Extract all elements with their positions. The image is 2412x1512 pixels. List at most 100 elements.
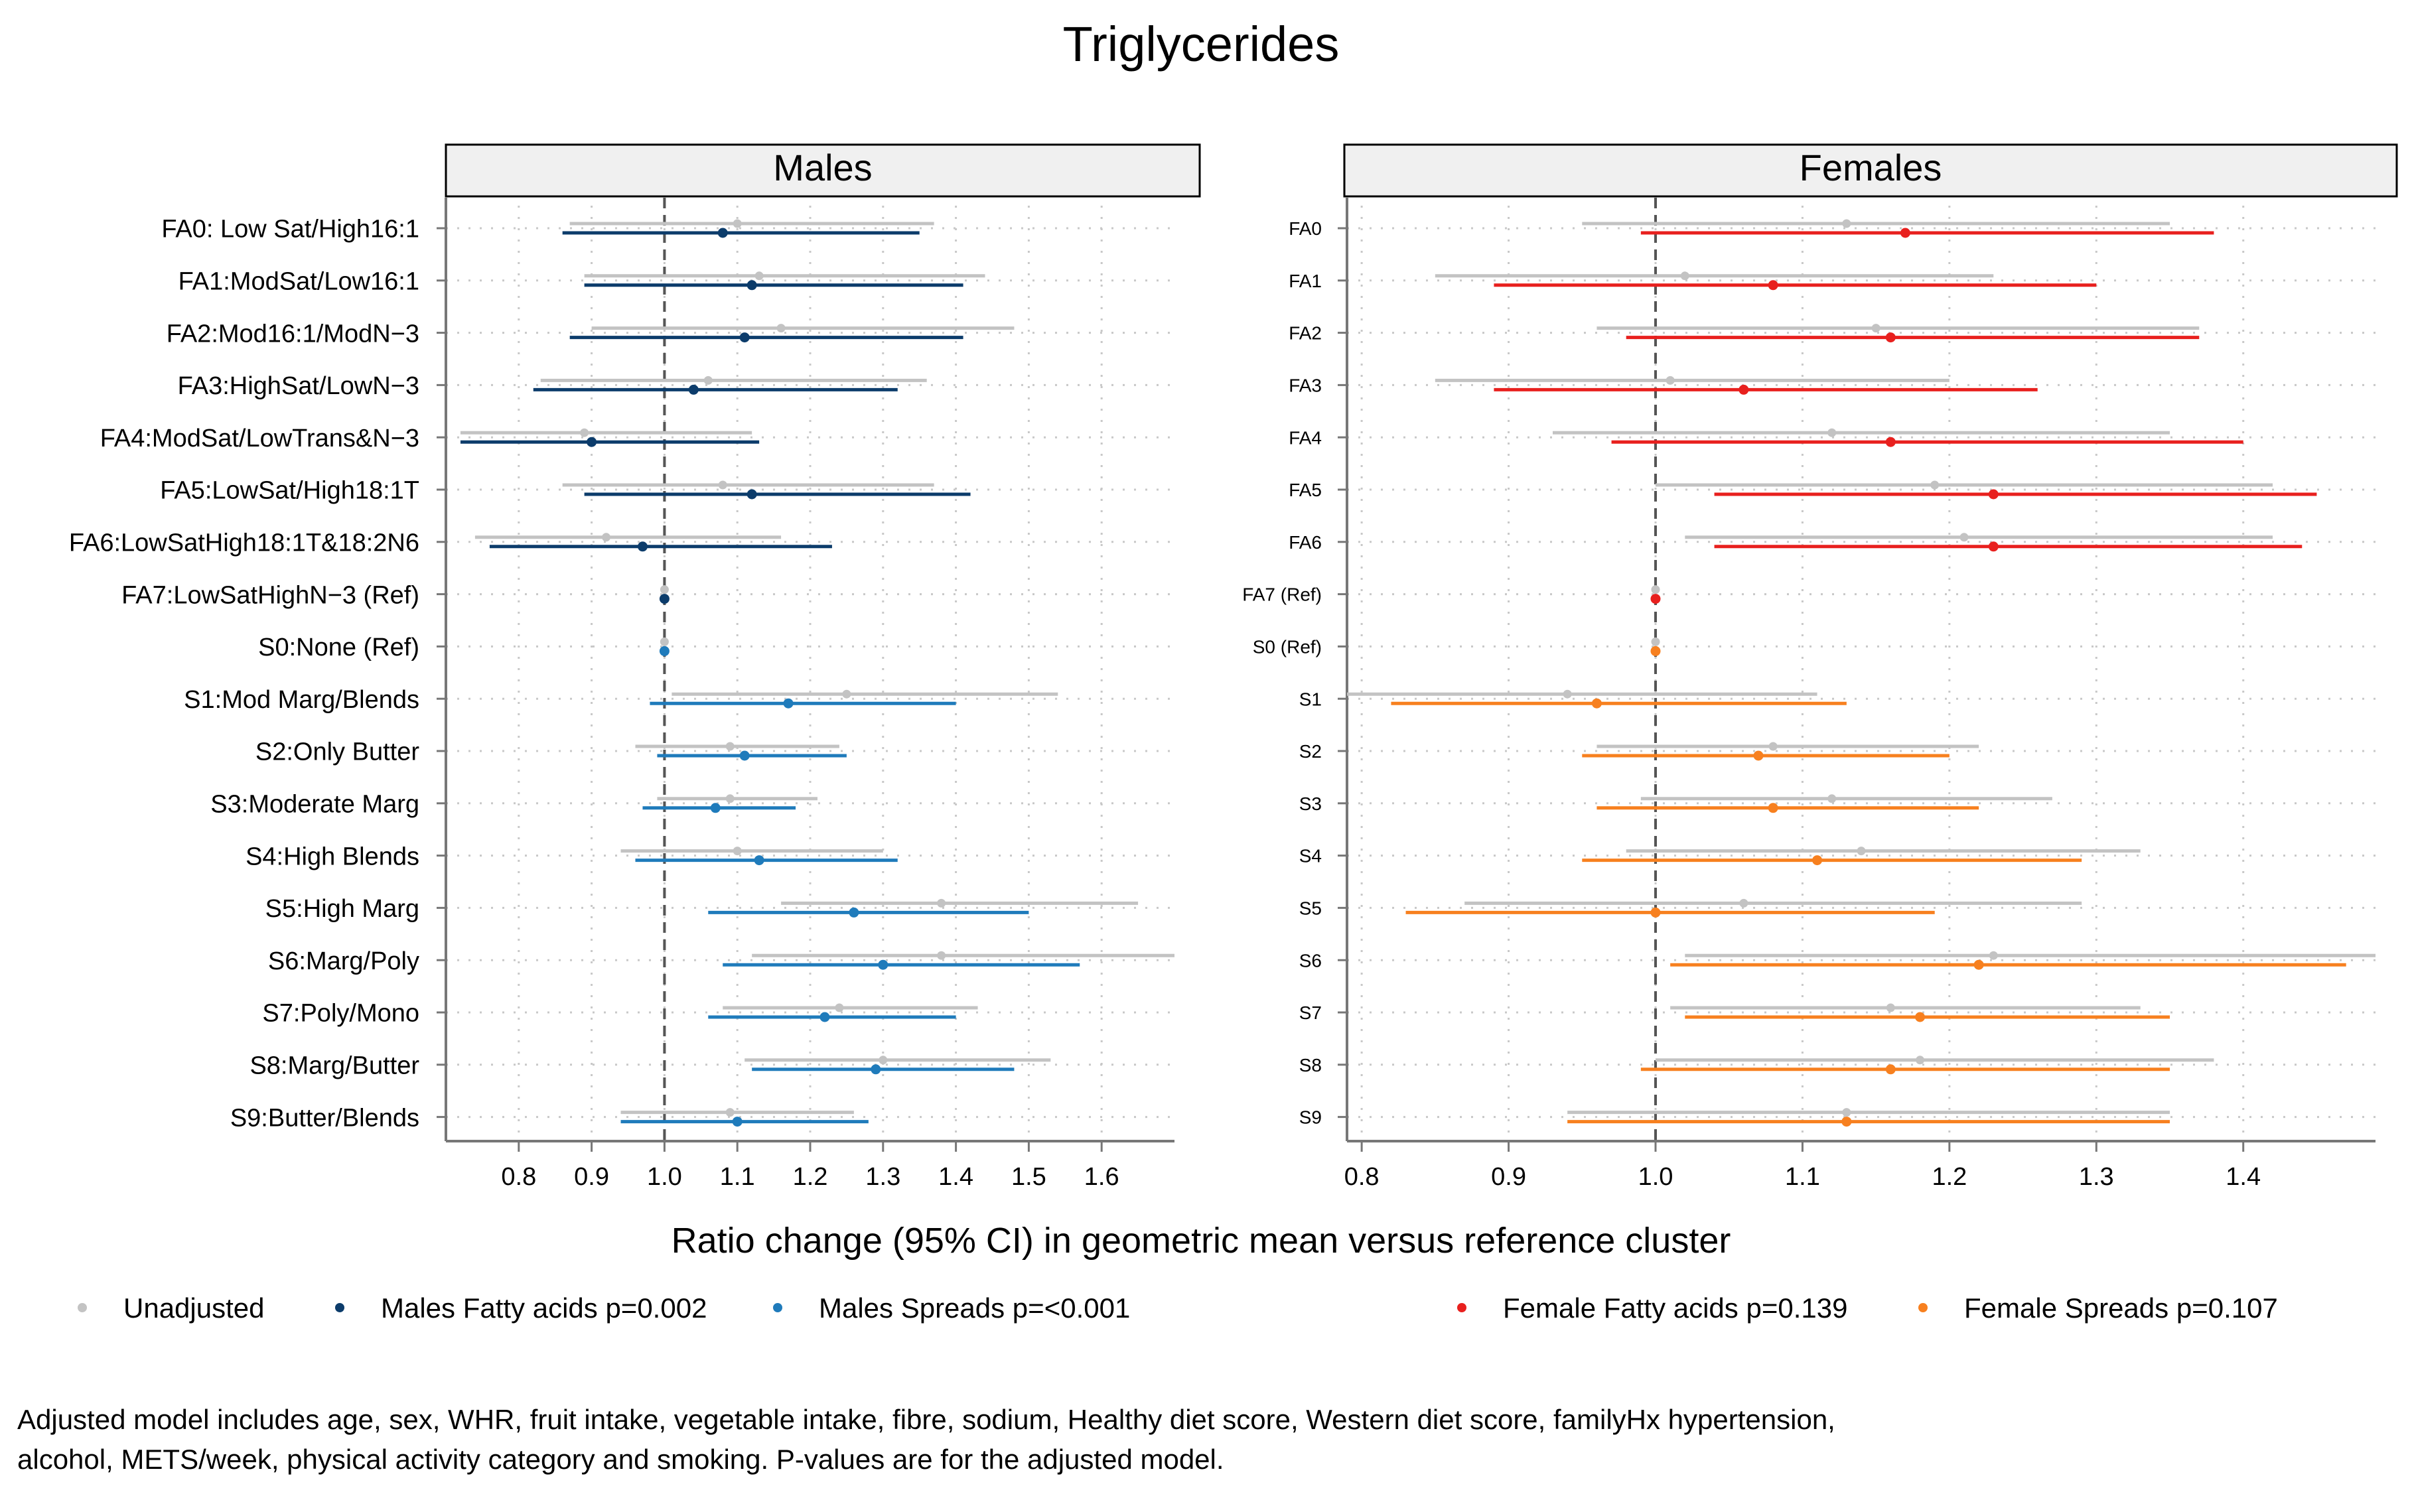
- adjusted-point: [1753, 750, 1764, 761]
- x-tick-label: 1.1: [1785, 1163, 1820, 1191]
- unadjusted-point: [842, 689, 851, 699]
- row-label: FA5: [1289, 480, 1322, 500]
- adjusted-point: [688, 384, 699, 395]
- x-tick-label: 1.2: [793, 1163, 828, 1191]
- x-tick-label: 1.0: [1638, 1163, 1673, 1191]
- row-label: FA1:ModSat/Low16:1: [178, 267, 419, 295]
- adjusted-point: [717, 228, 728, 238]
- row-label: S5:High Marg: [265, 895, 419, 923]
- row-label: S5: [1299, 898, 1322, 918]
- legend-label: Males Fatty acids p=0.002: [381, 1292, 707, 1324]
- row-label: S8:Marg/Butter: [249, 1052, 419, 1079]
- x-tick-label: 1.3: [865, 1163, 900, 1191]
- legend-label: Female Fatty acids p=0.139: [1503, 1292, 1847, 1324]
- unadjusted-point: [725, 794, 735, 803]
- row-label: S2:Only Butter: [255, 738, 419, 766]
- unadjusted-point: [580, 428, 589, 437]
- adjusted-point: [878, 959, 888, 970]
- row-label: S1: [1299, 689, 1322, 709]
- x-tick-label: 1.4: [938, 1163, 973, 1191]
- x-tick-label: 0.9: [574, 1163, 609, 1191]
- panel-males: Males 0.8 0.9 1.0 1.1 1.2 1.3 1.4 1.5 1.6 FA0: Low…: [69, 143, 1201, 1191]
- adjusted-point: [1812, 855, 1823, 866]
- adjusted-point: [1768, 803, 1778, 813]
- adjusted-point: [1900, 228, 1910, 238]
- row-label: S2: [1299, 741, 1322, 762]
- unadjusted-point: [1651, 585, 1660, 594]
- row-label: FA4: [1289, 427, 1322, 448]
- x-tick-label: 0.9: [1491, 1163, 1526, 1191]
- row-label: FA6:LowSatHigh18:1T&18:2N6: [69, 529, 419, 557]
- x-tick-label: 1.3: [2079, 1163, 2114, 1191]
- legend-label: Males Spreads p=<0.001: [819, 1292, 1130, 1324]
- row-label: FA0: [1289, 218, 1322, 239]
- adjusted-point: [1885, 332, 1896, 343]
- adjusted-point: [1988, 489, 1999, 500]
- females-panel-header: [1343, 143, 2398, 198]
- unadjusted-point: [835, 1003, 844, 1012]
- unadjusted-point: [1768, 742, 1778, 751]
- x-tick-label: 1.4: [2226, 1163, 2261, 1191]
- x-tick-label: 1.5: [1011, 1163, 1046, 1191]
- row-label: FA5:LowSat/High18:1T: [160, 477, 419, 505]
- adjusted-point: [637, 541, 648, 552]
- row-label: FA7 (Ref): [1242, 584, 1322, 605]
- row-label: FA6: [1289, 532, 1322, 553]
- unadjusted-point: [1739, 898, 1748, 908]
- legend-marker: [1457, 1303, 1466, 1312]
- row-label: S3: [1299, 793, 1322, 814]
- row-label: FA1: [1289, 271, 1322, 291]
- unadjusted-point: [703, 376, 713, 385]
- unadjusted-point: [725, 1108, 735, 1117]
- unadjusted-point: [879, 1056, 888, 1065]
- adjusted-point: [1591, 698, 1602, 709]
- legend-label: Female Spreads p=0.107: [1964, 1292, 2278, 1324]
- unadjusted-point: [733, 219, 742, 228]
- panel-females: Females 0.8 0.9 1.0 1.1 1.2 1.3 1.4 FA0 FA1 FA2 FA3…: [1242, 143, 2398, 1191]
- chart-title: Triglycerides: [1063, 17, 1340, 72]
- adjusted-point: [1885, 437, 1896, 447]
- unadjusted-point: [1886, 1003, 1895, 1012]
- legend: Unadjusted Males Fatty acids p=0.002 Males…: [78, 1292, 2278, 1324]
- row-label: S9: [1299, 1107, 1322, 1128]
- unadjusted-point: [602, 533, 611, 542]
- unadjusted-point: [718, 480, 727, 490]
- unadjusted-point: [1871, 324, 1880, 333]
- adjusted-point: [1988, 541, 1999, 552]
- footnote-line-2: alcohol, METS/week, physical activity ca…: [17, 1444, 1224, 1475]
- legend-marker: [335, 1303, 344, 1312]
- unadjusted-point: [1930, 480, 1940, 490]
- unadjusted-point: [776, 324, 786, 333]
- males-panel-header: [445, 143, 1201, 198]
- adjusted-point: [1650, 646, 1661, 656]
- unadjusted-point: [1857, 847, 1866, 856]
- row-label: S9:Butter/Blends: [230, 1104, 419, 1132]
- x-tick-label: 1.6: [1084, 1163, 1119, 1191]
- females-panel-title: Females: [1800, 147, 1942, 188]
- x-axis-label: Ratio change (95% CI) in geometric mean …: [672, 1221, 1731, 1261]
- unadjusted-point: [1827, 794, 1837, 803]
- legend-marker: [773, 1303, 782, 1312]
- row-label: S8: [1299, 1055, 1322, 1075]
- legend-marker: [1918, 1303, 1928, 1312]
- legend-marker: [78, 1303, 87, 1312]
- x-tick-label: 1.1: [720, 1163, 755, 1191]
- adjusted-point: [1841, 1117, 1852, 1127]
- adjusted-point: [754, 855, 764, 866]
- row-label: S0 (Ref): [1253, 636, 1322, 657]
- row-label: FA3: [1289, 375, 1322, 395]
- footnote: Adjusted model includes age, sex, WHR, f…: [17, 1400, 2379, 1479]
- adjusted-point: [783, 698, 794, 709]
- adjusted-point: [739, 332, 750, 343]
- row-label: S7:Poly/Mono: [262, 1000, 419, 1028]
- x-tick-label: 0.8: [501, 1163, 536, 1191]
- row-label: FA2: [1289, 323, 1322, 344]
- adjusted-point: [819, 1012, 830, 1022]
- unadjusted-point: [937, 951, 946, 960]
- row-label: S4: [1299, 846, 1322, 866]
- unadjusted-point: [1651, 637, 1660, 646]
- row-label: FA2:Mod16:1/ModN−3: [167, 320, 419, 348]
- row-label: S1:Mod Marg/Blends: [184, 686, 419, 714]
- adjusted-point: [659, 646, 670, 656]
- adjusted-point: [1650, 594, 1661, 604]
